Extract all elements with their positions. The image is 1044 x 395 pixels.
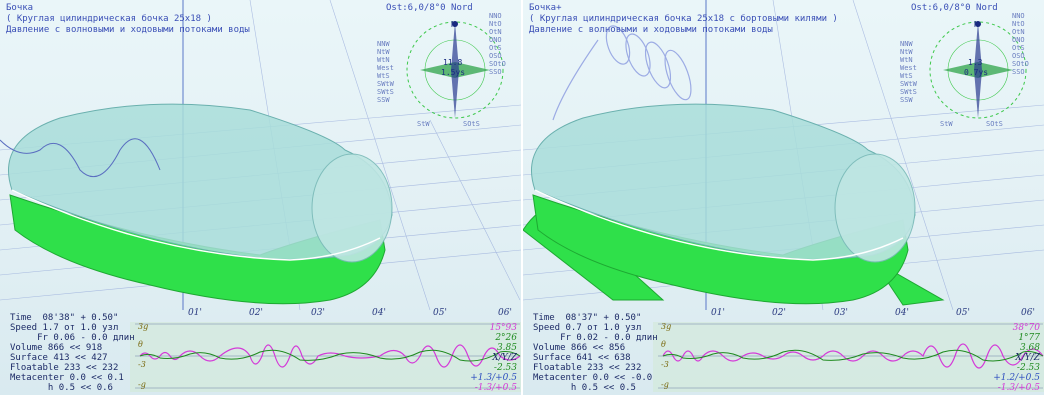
stat-metacenter: Metacenter 0.0 << 0.1 bbox=[10, 373, 124, 383]
compass-left-labels: NNW NtW WtN West WtS SWtW SWtS SSW bbox=[377, 40, 394, 104]
compass-right-labels: NNO NtO OtN ONO OtS OSO SOtO SSO bbox=[1012, 12, 1029, 76]
stat-metacenter: Metacenter 0.0 << -0.0 bbox=[533, 373, 653, 383]
graph-axis-label: 3g bbox=[661, 322, 672, 331]
graph-axis-label: -3 bbox=[661, 360, 669, 369]
stat-froude: Fr 0.06 - 0.0 длин bbox=[10, 333, 135, 343]
heading-readout: Ost:6,0/8°0 Nord bbox=[386, 3, 473, 13]
compass-sots-label: SOtS bbox=[986, 120, 1003, 128]
panel-barrel: Бочка ( Круглая цилиндрическая бочка 25x… bbox=[0, 0, 521, 395]
compass-center-top: 11.8 bbox=[443, 58, 463, 67]
value-low: -2.53 bbox=[493, 363, 517, 373]
compass-north-label: N bbox=[451, 20, 456, 29]
scene-title: Бочка bbox=[6, 3, 34, 13]
value-offset-upper: +1.3/+0.5 bbox=[470, 373, 517, 383]
panel-barrel-keels: Бочка+ ( Круглая цилиндрическая бочка 25… bbox=[523, 0, 1044, 395]
time-tick: 05' bbox=[433, 308, 447, 318]
graph-axis-label: -g bbox=[661, 380, 669, 389]
value-offset-lower: -1.3/+0.5 bbox=[474, 383, 517, 393]
scene-3d-right[interactable] bbox=[523, 0, 1044, 395]
value-xyz: X/Y/Z bbox=[1015, 353, 1040, 363]
graph-axis-label: θ bbox=[138, 340, 143, 349]
scene-subtitle: ( Круглая цилиндрическая бочка 25x18 ) bbox=[6, 14, 212, 24]
stat-surface: Surface 641 << 638 bbox=[533, 353, 631, 363]
value-heel: 15°93 bbox=[489, 323, 517, 333]
value-offset-lower: -1.3/+0.5 bbox=[997, 383, 1040, 393]
stat-volume: Volume 866 << 856 bbox=[533, 343, 626, 353]
graph-axis-label: θ bbox=[661, 340, 666, 349]
graph-axis-label: -g bbox=[138, 380, 146, 389]
time-tick: 04' bbox=[372, 308, 386, 318]
stat-volume: Volume 866 << 918 bbox=[10, 343, 103, 353]
compass-right-labels: NNO NtO OtN ONO OtS OSO SOtO SSO bbox=[489, 12, 506, 76]
value-amplitude: 3.85 bbox=[496, 343, 517, 353]
stat-surface: Surface 413 << 427 bbox=[10, 353, 108, 363]
value-trim: 2°26 bbox=[495, 333, 517, 343]
stat-floatable: Floatable 233 << 232 bbox=[10, 363, 119, 373]
value-xyz: X/Y/Z bbox=[492, 353, 517, 363]
stat-h: h 0.5 << 0.5 bbox=[533, 383, 636, 393]
scene-description: Давление с волновыми и ходовыми потоками… bbox=[529, 25, 773, 35]
stat-time: Time 08'37" + 0.50" bbox=[533, 313, 642, 323]
time-tick: 01' bbox=[188, 308, 202, 318]
panel-divider bbox=[521, 0, 523, 395]
time-tick: 03' bbox=[834, 308, 848, 318]
heading-readout: Ost:6,0/8°0 Nord bbox=[911, 3, 998, 13]
time-tick: 06' bbox=[1021, 308, 1035, 318]
graph-axis-label: 3g bbox=[138, 322, 149, 331]
compass-stw-label: StW bbox=[417, 120, 430, 128]
stat-floatable: Floatable 233 << 232 bbox=[533, 363, 642, 373]
scene-title: Бочка+ bbox=[529, 3, 562, 13]
stat-froude: Fr 0.02 - 0.0 длин bbox=[533, 333, 658, 343]
time-tick: 06' bbox=[498, 308, 512, 318]
scene-description: Давление с волновыми и ходовыми потоками… bbox=[6, 25, 250, 35]
graph-axis-label: -3 bbox=[138, 360, 146, 369]
value-trim: 1°77 bbox=[1018, 333, 1040, 343]
compass-north-label: N bbox=[974, 20, 979, 29]
stat-speed: Speed 1.7 от 1.0 узл bbox=[10, 323, 119, 333]
compass-center-bottom: 0.7ys bbox=[964, 68, 989, 77]
time-tick: 03' bbox=[311, 308, 325, 318]
compass-rose[interactable]: N NNW NtW WtN West WtS SWtW SWtS SSW NNO… bbox=[377, 12, 506, 128]
scene-3d-left[interactable] bbox=[0, 0, 521, 395]
stat-time: Time 08'38" + 0.50" bbox=[10, 313, 119, 323]
compass-center-top: 1.3 bbox=[968, 58, 983, 67]
scene-subtitle: ( Круглая цилиндрическая бочка 25x18 с б… bbox=[529, 14, 838, 24]
value-heel: 38°70 bbox=[1012, 323, 1040, 333]
compass-left-labels: NNW NtW WtN West WtS SWtW SWtS SSW bbox=[900, 40, 917, 104]
time-tick: 04' bbox=[895, 308, 909, 318]
time-tick: 01' bbox=[711, 308, 725, 318]
value-offset-upper: +1.2/+0.5 bbox=[993, 373, 1040, 383]
stat-h: h 0.5 << 0.6 bbox=[10, 383, 113, 393]
time-tick: 05' bbox=[956, 308, 970, 318]
time-tick: 02' bbox=[249, 308, 263, 318]
compass-center-bottom: 1.5ys bbox=[441, 68, 466, 77]
stat-speed: Speed 0.7 от 1.0 узл bbox=[533, 323, 642, 333]
compass-rose[interactable]: N NNW NtW WtN West WtS SWtW SWtS SSW NNO… bbox=[900, 12, 1029, 128]
value-amplitude: 3.68 bbox=[1019, 343, 1040, 353]
value-low: -2.53 bbox=[1016, 363, 1040, 373]
compass-sots-label: SOtS bbox=[463, 120, 480, 128]
time-tick: 02' bbox=[772, 308, 786, 318]
compass-stw-label: StW bbox=[940, 120, 953, 128]
